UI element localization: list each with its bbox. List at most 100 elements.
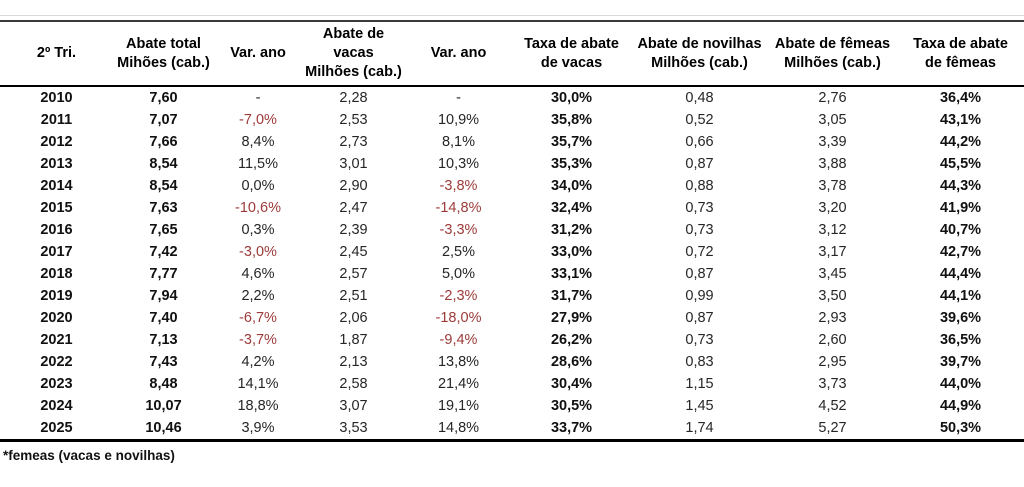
cell-var-total: -7,0% xyxy=(239,112,277,128)
table-row: 2011 7,07 -7,0% 2,53 10,9% 35,8% 0,52 3,05 43,1% xyxy=(0,109,1024,131)
cell-total: 7,60 xyxy=(149,90,178,106)
cell-year: 2022 xyxy=(40,354,73,370)
cell-vacas: 2,47 xyxy=(339,200,368,216)
cell-vacas: 2,51 xyxy=(339,288,368,304)
cell-total: 8,54 xyxy=(149,178,178,194)
cell-vacas: 2,57 xyxy=(339,266,368,282)
cell-femeas: 3,78 xyxy=(818,178,847,194)
col-header-line1: Abate total xyxy=(126,35,201,52)
cell-taxa-vacas: 30,0% xyxy=(550,90,593,106)
col-header-line2: Milhões (cab.) xyxy=(305,64,402,80)
cell-year: 2017 xyxy=(40,244,73,260)
cell-femeas: 3,05 xyxy=(818,112,847,128)
cell-taxa-vacas: 31,7% xyxy=(550,288,593,304)
table-row: 2017 7,42 -3,0% 2,45 2,5% 33,0% 0,72 3,17 42,7% xyxy=(0,241,1024,263)
col-header-line2: de fêmeas xyxy=(925,54,996,71)
cell-var-vacas: 10,3% xyxy=(437,156,480,172)
cell-var-vacas: 14,8% xyxy=(437,420,480,436)
cell-novilhas: 0,52 xyxy=(685,112,714,128)
cell-var-vacas: 8,1% xyxy=(441,134,476,150)
cell-vacas: 2,45 xyxy=(339,244,368,260)
cell-year: 2012 xyxy=(40,134,73,150)
cell-var-vacas: -14,8% xyxy=(435,200,482,216)
cell-total: 7,07 xyxy=(149,112,178,128)
cell-vacas: 2,13 xyxy=(339,354,368,370)
cell-year: 2023 xyxy=(40,376,73,392)
cell-taxa-femeas: 42,7% xyxy=(939,244,982,260)
table-row: 2020 7,40 -6,7% 2,06 -18,0% 27,9% 0,87 2,93 39,6… xyxy=(0,307,1024,329)
cell-taxa-femeas: 39,6% xyxy=(939,310,982,326)
cell-novilhas: 0,73 xyxy=(685,200,714,216)
cell-vacas: 2,53 xyxy=(339,112,368,128)
cell-total: 8,54 xyxy=(149,156,178,172)
cell-taxa-femeas: 45,5% xyxy=(939,156,982,172)
cell-taxa-femeas: 44,9% xyxy=(939,398,982,414)
cell-novilhas: 0,73 xyxy=(685,222,714,238)
cell-var-vacas: - xyxy=(456,90,461,106)
cell-total: 7,66 xyxy=(149,134,178,150)
cell-var-total: - xyxy=(255,90,261,106)
table-row: 2015 7,63 -10,6% 2,47 -14,8% 32,4% 0,73 3,20 41,… xyxy=(0,197,1024,219)
cell-vacas: 2,73 xyxy=(339,134,368,150)
cell-var-vacas: -9,4% xyxy=(439,332,478,348)
cell-var-total: 8,4% xyxy=(241,134,275,150)
col-header-var-ano-total: Var. ano xyxy=(214,21,302,87)
cell-var-total: 4,6% xyxy=(241,266,275,282)
cell-taxa-femeas: 41,9% xyxy=(939,200,982,216)
table-row: 2024 10,07 18,8% 3,07 19,1% 30,5% 1,45 4,52 44,9… xyxy=(0,395,1024,417)
cell-vacas: 3,07 xyxy=(339,398,368,414)
table-body: 2010 7,60 - 2,28 - 30,0% 0,48 2,76 36,4% 2011 7,07… xyxy=(0,86,1024,441)
cell-taxa-vacas: 35,3% xyxy=(550,156,593,172)
cell-var-total: 11,5% xyxy=(237,156,279,172)
cell-taxa-femeas: 40,7% xyxy=(939,222,982,238)
cell-year: 2011 xyxy=(40,112,73,128)
col-header-abate-novilhas: Abate de novilhas Milhões (cab.) xyxy=(631,21,768,87)
col-header-line1: Var. ano xyxy=(230,45,286,61)
cell-taxa-vacas: 33,0% xyxy=(550,244,593,260)
cell-taxa-vacas: 26,2% xyxy=(550,332,593,348)
cell-femeas: 3,39 xyxy=(818,134,847,150)
cell-year: 2024 xyxy=(40,398,73,414)
cell-total: 7,77 xyxy=(149,266,178,282)
cell-taxa-vacas: 28,6% xyxy=(550,354,593,370)
cell-vacas: 2,06 xyxy=(339,310,368,326)
cell-taxa-femeas: 50,3% xyxy=(939,420,982,436)
col-header-quarter: 2º Tri. xyxy=(0,21,113,87)
cell-femeas: 3,17 xyxy=(818,244,847,260)
cell-var-vacas: 21,4% xyxy=(437,376,480,392)
cell-taxa-vacas: 30,4% xyxy=(550,376,593,392)
cell-taxa-vacas: 35,8% xyxy=(550,112,593,128)
cell-var-total: -10,6% xyxy=(235,200,281,216)
cell-vacas: 1,87 xyxy=(339,332,368,348)
col-header-line1: Taxa de abate xyxy=(913,35,1008,52)
cell-femeas: 2,76 xyxy=(818,90,847,106)
cell-femeas: 2,93 xyxy=(818,310,847,326)
col-header-line1: Abate de vacas xyxy=(322,26,385,61)
cell-var-vacas: 10,9% xyxy=(437,112,480,128)
cell-novilhas: 1,15 xyxy=(685,376,714,392)
table-row: 2018 7,77 4,6% 2,57 5,0% 33,1% 0,87 3,45 44,4% xyxy=(0,263,1024,285)
cell-year: 2013 xyxy=(40,156,73,172)
col-header-line1: Abate de novilhas xyxy=(637,35,762,52)
cell-vacas: 3,53 xyxy=(339,420,368,436)
col-header-taxa-abate-femeas: Taxa de abate de fêmeas xyxy=(897,21,1024,87)
table-row: 2025 10,46 3,9% 3,53 14,8% 33,7% 1,74 5,27 50,3% xyxy=(0,417,1024,441)
col-header-line2: Mihões (cab.) xyxy=(117,54,210,71)
cell-var-vacas: -18,0% xyxy=(435,310,482,326)
cell-novilhas: 0,73 xyxy=(685,332,714,348)
cell-taxa-femeas: 43,1% xyxy=(939,112,982,128)
cell-var-total: 0,0% xyxy=(241,178,275,194)
cell-var-total: 2,2% xyxy=(241,288,275,304)
cell-var-total: 3,9% xyxy=(241,420,275,436)
table-row: 2012 7,66 8,4% 2,73 8,1% 35,7% 0,66 3,39 44,2% xyxy=(0,131,1024,153)
table-row: 2023 8,48 14,1% 2,58 21,4% 30,4% 1,15 3,73 44,0% xyxy=(0,373,1024,395)
top-divider xyxy=(0,15,1024,16)
cell-femeas: 2,95 xyxy=(818,354,847,370)
cell-taxa-vacas: 33,7% xyxy=(550,420,593,436)
cell-taxa-vacas: 33,1% xyxy=(550,266,593,282)
cell-total: 7,63 xyxy=(149,200,178,216)
cell-novilhas: 0,99 xyxy=(685,288,714,304)
cell-var-vacas: -2,3% xyxy=(439,288,478,304)
cell-var-vacas: 19,1% xyxy=(437,398,480,414)
cell-taxa-vacas: 34,0% xyxy=(550,178,593,194)
